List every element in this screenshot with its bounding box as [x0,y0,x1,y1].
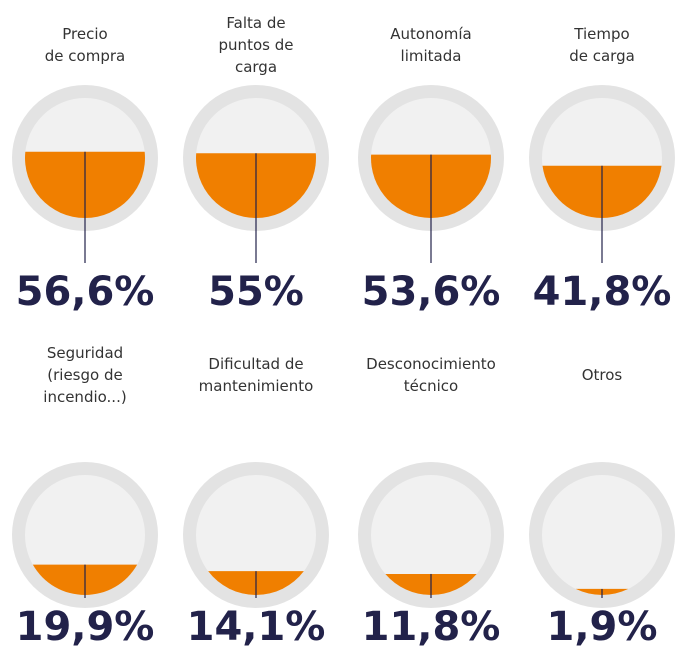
value-label: 41,8% [533,269,672,315]
value-label: 14,1% [187,604,326,646]
value-label: 1,9% [547,604,658,646]
category-label: Falta de puntos de carga [218,14,294,76]
value-label: 19,9% [16,604,155,646]
value-label: 56,6% [16,269,155,315]
category-label: Tiempo de carga [569,25,635,65]
category-label: Otros [581,366,623,384]
inner-circle [542,475,662,595]
value-label: 11,8% [362,604,501,646]
category-label: Autonomía limitada [390,25,472,65]
inner-circle [371,475,491,595]
category-label: Dificultad de mantenimiento [198,355,314,395]
value-label: 55% [208,269,304,315]
category-label: Desconocimiento técnico [366,355,496,395]
category-label: Seguridad (riesgo de incendio...) [43,344,127,406]
value-label: 53,6% [362,269,501,315]
inner-circle [196,475,316,595]
category-label: Precio de compra [44,25,126,65]
